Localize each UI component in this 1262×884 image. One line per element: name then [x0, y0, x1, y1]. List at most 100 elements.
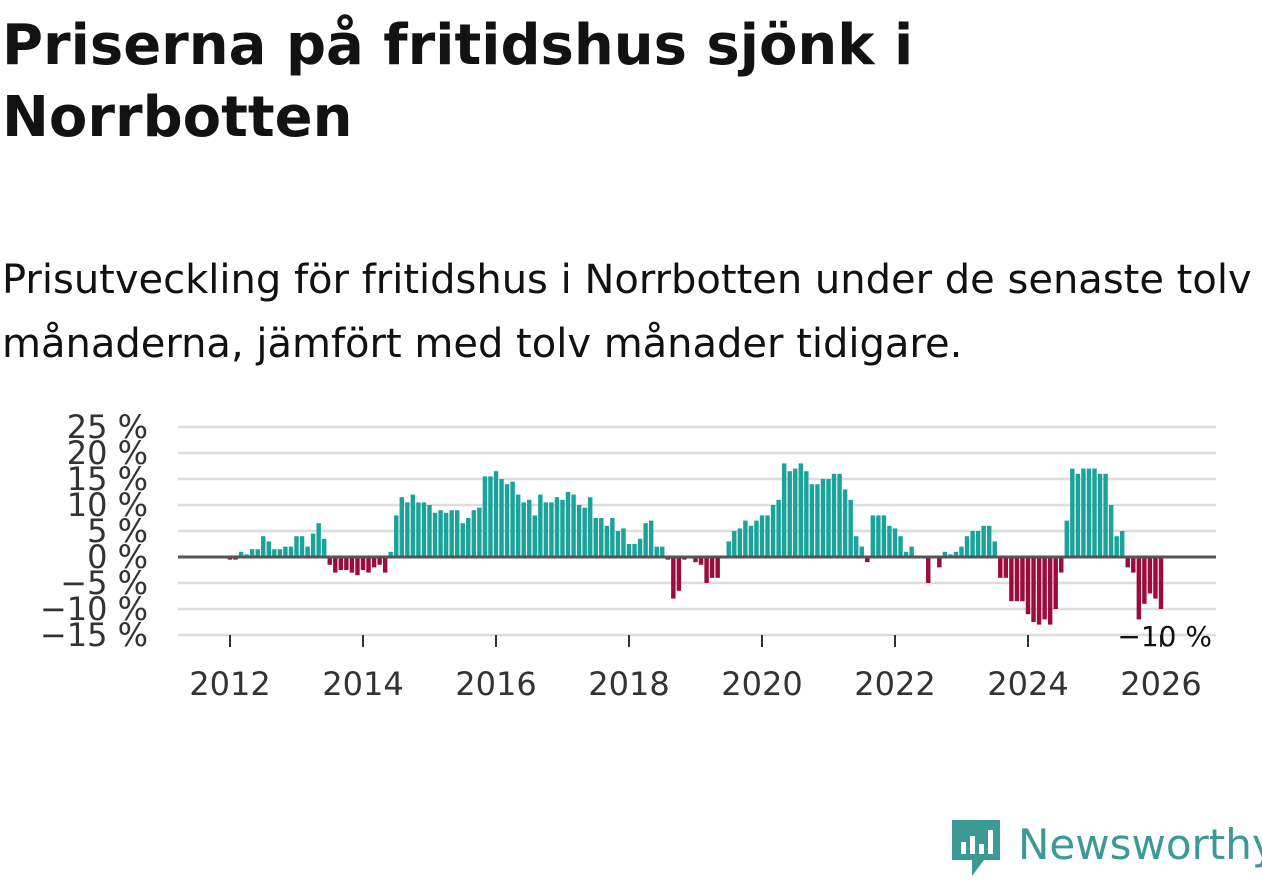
bar	[1136, 557, 1142, 620]
bar	[748, 525, 754, 557]
bar	[654, 546, 659, 557]
bar	[870, 515, 876, 557]
newsworthy-logo: Newsworthy	[950, 818, 1262, 880]
bar	[321, 538, 327, 557]
y-tick-label: −10 %	[40, 590, 148, 628]
bar	[1158, 557, 1164, 609]
bar	[288, 546, 294, 557]
bar	[986, 525, 992, 557]
bar	[349, 557, 355, 573]
bar	[466, 518, 471, 557]
x-tick-label: 2020	[721, 665, 802, 700]
bar	[504, 484, 510, 557]
bar	[1070, 468, 1075, 557]
bar	[942, 551, 948, 557]
bar	[405, 502, 410, 557]
y-tick-label: 15 %	[67, 460, 148, 498]
bar	[1009, 557, 1014, 602]
bar	[1042, 557, 1047, 620]
bar	[482, 476, 488, 557]
bar	[1025, 557, 1031, 615]
bar	[848, 499, 853, 557]
bar	[510, 481, 515, 557]
bar	[355, 557, 360, 576]
bar	[543, 502, 549, 557]
bar	[1075, 473, 1081, 557]
bar	[1147, 557, 1153, 594]
bar	[377, 557, 382, 565]
bar	[937, 557, 942, 568]
bar	[698, 557, 704, 565]
bar	[277, 549, 283, 557]
bar	[842, 489, 848, 557]
bar	[272, 549, 277, 557]
bar	[865, 557, 870, 563]
bar	[255, 549, 260, 557]
bar	[310, 533, 316, 557]
bar	[804, 471, 809, 557]
bar	[892, 528, 898, 557]
bar	[532, 515, 537, 557]
bar	[366, 557, 371, 573]
last-value-label: −10 %	[1117, 620, 1212, 653]
bar	[371, 557, 377, 568]
bar	[499, 479, 504, 557]
bar	[560, 499, 565, 557]
bar	[593, 518, 598, 557]
bar	[1119, 531, 1125, 557]
chart-subtitle: Prisutveckling för fritidshus i Norrbott…	[2, 257, 1252, 367]
bars	[227, 463, 1164, 625]
bar	[876, 515, 881, 557]
x-tick-label: 2012	[189, 665, 270, 700]
bar	[831, 473, 837, 557]
bar	[527, 499, 532, 557]
bar	[676, 557, 682, 591]
newsworthy-logo-icon	[952, 820, 1000, 876]
bar	[693, 557, 698, 563]
bar	[327, 557, 332, 565]
axes: 25 %20 %15 %10 %5 %0 %−5 %−10 %−15 %2012…	[40, 408, 1216, 700]
bar	[610, 518, 615, 557]
bar	[549, 502, 554, 557]
bar	[443, 512, 449, 557]
bar	[820, 479, 826, 557]
gridlines	[178, 425, 1216, 637]
bar	[427, 505, 432, 557]
bar	[1003, 557, 1009, 578]
bar	[515, 494, 521, 557]
bar	[582, 507, 587, 557]
bar	[837, 473, 842, 557]
bar	[909, 546, 914, 557]
bar	[881, 515, 887, 557]
bar	[571, 494, 576, 557]
bar	[261, 536, 266, 557]
bar	[421, 502, 427, 557]
bar	[887, 525, 892, 557]
bar	[1036, 557, 1042, 625]
bar	[382, 557, 388, 573]
bar	[1081, 468, 1086, 557]
bar	[576, 505, 582, 557]
bar	[432, 512, 438, 557]
bar	[743, 520, 748, 557]
bar	[1059, 557, 1064, 573]
bar	[299, 536, 305, 557]
bar	[648, 520, 654, 557]
bar	[416, 502, 421, 557]
bar	[732, 531, 737, 557]
bar	[776, 499, 781, 557]
bar	[565, 492, 571, 557]
bar	[454, 510, 460, 557]
bar	[521, 502, 526, 557]
bar	[1097, 473, 1103, 557]
bar	[964, 536, 970, 557]
bar	[1092, 468, 1097, 557]
bar	[1153, 557, 1158, 599]
bar	[1047, 557, 1053, 625]
y-tick-label: −5 %	[60, 564, 148, 602]
y-tick-label: 25 %	[67, 408, 148, 446]
bar	[477, 507, 482, 557]
bar	[344, 557, 349, 570]
bar	[953, 551, 959, 557]
bar	[770, 505, 776, 557]
